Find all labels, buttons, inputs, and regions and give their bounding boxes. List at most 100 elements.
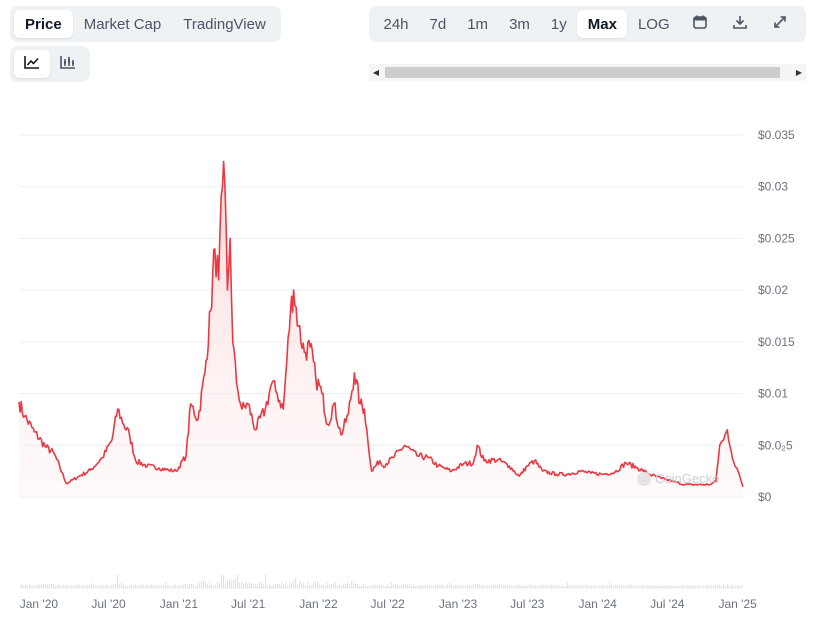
x-tick-label: Jul '20 xyxy=(91,597,126,611)
x-tick-label: Jan '24 xyxy=(579,597,618,611)
volume-bar xyxy=(35,585,37,588)
tab-market-cap[interactable]: Market Cap xyxy=(83,15,162,33)
volume-bar xyxy=(625,584,627,588)
volume-bar xyxy=(677,585,679,588)
tab-price[interactable]: Price xyxy=(14,10,73,38)
volume-bar xyxy=(515,585,517,588)
volume-bar xyxy=(25,584,27,588)
volume-bar xyxy=(495,584,497,588)
volume-bar xyxy=(113,584,115,588)
line-chart-icon xyxy=(24,55,40,73)
volume-bar xyxy=(85,585,87,588)
volume-bar xyxy=(723,583,725,588)
volume-bar xyxy=(603,585,605,588)
volume-bar xyxy=(615,584,617,588)
volume-bar xyxy=(177,585,179,588)
volume-bar xyxy=(363,584,365,588)
volume-bar xyxy=(569,585,571,588)
volume-bar xyxy=(351,581,353,588)
volume-bar xyxy=(477,584,479,588)
volume-bar xyxy=(619,584,621,588)
volume-bar xyxy=(73,585,75,588)
volume-bar xyxy=(283,585,285,588)
volume-bar xyxy=(273,585,275,588)
range-3m[interactable]: 3m xyxy=(509,15,530,33)
volume-bar xyxy=(585,584,587,588)
range-max[interactable]: Max xyxy=(577,10,628,38)
range-1y[interactable]: 1y xyxy=(550,15,567,33)
volume-bar xyxy=(297,584,299,588)
volume-bar xyxy=(243,583,245,588)
volume-bar xyxy=(145,585,147,588)
volume-bar xyxy=(435,584,437,588)
volume-bar xyxy=(315,582,317,588)
volume-bar xyxy=(265,574,267,588)
volume-bar xyxy=(441,584,443,588)
volume-bar xyxy=(709,585,711,588)
volume-bar xyxy=(641,584,643,588)
volume-bar xyxy=(167,585,169,588)
volume-bar xyxy=(559,585,561,588)
tab-tradingview[interactable]: TradingView xyxy=(183,15,266,33)
volume-bar xyxy=(627,585,629,588)
fullscreen-button[interactable] xyxy=(760,10,800,38)
volume-bar xyxy=(347,582,349,588)
range-7d[interactable]: 7d xyxy=(429,15,447,33)
volume-bar xyxy=(205,581,207,588)
volume-bar xyxy=(735,585,737,588)
volume-bar xyxy=(401,584,403,588)
line-chart-button[interactable] xyxy=(14,50,50,78)
volume-bar xyxy=(117,574,119,588)
volume-bar xyxy=(189,583,191,588)
volume-bar xyxy=(449,582,451,588)
volume-bar xyxy=(143,584,145,588)
volume-bar xyxy=(595,585,597,588)
volume-bar xyxy=(707,584,709,588)
volume-bar xyxy=(157,584,159,588)
volume-bar xyxy=(119,584,121,588)
volume-bar xyxy=(385,585,387,588)
volume-bar xyxy=(705,585,707,588)
volume-bar xyxy=(681,585,683,588)
volume-bar xyxy=(173,585,175,588)
volume-bar xyxy=(557,585,559,588)
scroll-left-icon[interactable]: ◀ xyxy=(372,68,380,77)
volume-bar xyxy=(221,575,223,588)
range-24h[interactable]: 24h xyxy=(383,15,409,33)
volume-bar xyxy=(295,577,297,588)
candlestick-chart-button[interactable] xyxy=(50,50,86,78)
volume-bar xyxy=(311,585,313,588)
volume-bar xyxy=(101,584,103,588)
volume-bar xyxy=(457,585,459,588)
candlestick-chart-icon xyxy=(60,55,76,73)
volume-bar xyxy=(447,584,449,588)
chart-scrollbar[interactable]: ◀ ▶ xyxy=(369,64,806,81)
volume-bar xyxy=(121,582,123,588)
log-scale-button[interactable]: LOG xyxy=(637,15,670,33)
volume-bar xyxy=(617,584,619,588)
volume-bar xyxy=(579,585,581,588)
volume-bar xyxy=(303,583,305,588)
volume-bar xyxy=(325,585,327,588)
calendar-button[interactable] xyxy=(680,10,720,38)
volume-bar xyxy=(367,585,369,588)
volume-bar xyxy=(45,584,47,588)
volume-bar xyxy=(545,584,547,588)
volume-bar xyxy=(69,585,71,588)
download-button[interactable] xyxy=(720,10,760,38)
y-tick-label: $0.02 xyxy=(758,283,788,297)
volume-bar xyxy=(353,582,355,588)
range-1m[interactable]: 1m xyxy=(467,15,489,33)
volume-bar xyxy=(653,585,655,588)
volume-bar xyxy=(565,585,567,588)
volume-bar xyxy=(81,585,83,588)
volume-bar xyxy=(717,584,719,588)
volume-bar xyxy=(281,582,283,588)
volume-bar xyxy=(623,585,625,588)
volume-bar xyxy=(731,584,733,588)
volume-bar xyxy=(517,585,519,588)
scroll-right-icon[interactable]: ▶ xyxy=(795,68,803,77)
scrollbar-thumb[interactable] xyxy=(385,67,780,78)
volume-bar xyxy=(729,585,731,588)
